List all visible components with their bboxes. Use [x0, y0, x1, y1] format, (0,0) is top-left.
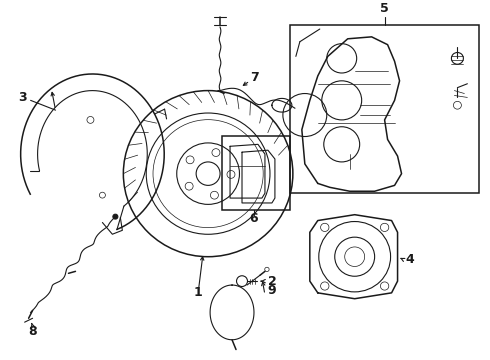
- Text: 9: 9: [268, 284, 276, 297]
- Text: 6: 6: [250, 212, 258, 225]
- Text: 8: 8: [28, 325, 37, 338]
- Bar: [222, 136, 290, 210]
- Text: 7: 7: [250, 71, 259, 84]
- Text: 3: 3: [18, 91, 27, 104]
- Text: 4: 4: [405, 253, 414, 266]
- Text: 1: 1: [194, 286, 202, 300]
- Text: 5: 5: [380, 3, 389, 15]
- Text: 2: 2: [268, 275, 276, 288]
- Bar: [290, 25, 479, 193]
- Circle shape: [113, 214, 118, 219]
